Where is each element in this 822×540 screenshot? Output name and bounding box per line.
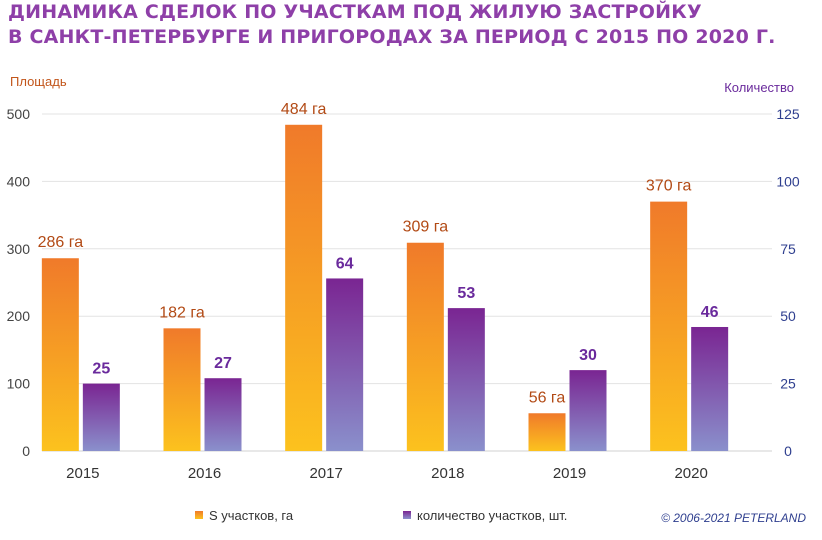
legend-label-count: количество участков, шт. — [417, 508, 567, 523]
legend-swatch-area — [195, 511, 203, 519]
axes: 0 100 200 300 400 500 0 25 50 75 100 125 Площадь Коли… — [7, 74, 800, 482]
left-axis-tick-label: 300 — [7, 241, 31, 257]
data-label-count-2019: 30 — [579, 347, 597, 364]
x-axis-tick-label: 2017 — [309, 465, 342, 482]
data-label-area-2015: 286 га — [38, 234, 84, 251]
data-label-count-2020: 46 — [701, 304, 719, 321]
data-label-count-2017: 64 — [336, 255, 354, 272]
data-label-area-2016: 182 га — [159, 304, 205, 321]
data-label-area-2020: 370 га — [646, 178, 692, 195]
data-label-count-2018: 53 — [457, 285, 475, 302]
bar-count-2016 — [204, 378, 242, 451]
data-label-area-2018: 309 га — [403, 219, 449, 236]
right-axis-tick-label: 0 — [784, 443, 792, 459]
bars — [41, 124, 729, 451]
chart-title-line-1: ДИНАМИКА СДЕЛОК ПО УЧАСТКАМ ПОД ЖИЛУЮ ЗА… — [8, 1, 702, 23]
legend: S участков, га количество участков, шт. — [195, 508, 567, 523]
x-axis-tick-label: 2020 — [674, 465, 707, 482]
bar-area-2019 — [528, 413, 566, 451]
x-axis-tick-label: 2015 — [66, 465, 99, 482]
data-label-count-2015: 25 — [92, 361, 110, 378]
right-axis-tick-label: 125 — [776, 106, 800, 122]
right-axis-tick-label: 50 — [780, 308, 796, 324]
right-axis-tick-label: 75 — [780, 241, 796, 257]
data-label-area-2019: 56 га — [529, 389, 566, 406]
data-label-count-2016: 27 — [214, 355, 232, 372]
right-axis-tick-label: 25 — [780, 376, 796, 392]
left-axis-tick-label: 100 — [7, 376, 31, 392]
copyright-text: © 2006-2021 PETERLAND — [661, 511, 806, 525]
left-axis-title: Площадь — [10, 74, 67, 89]
data-label-area-2017: 484 га — [281, 101, 327, 118]
left-axis-tick-label: 0 — [22, 443, 30, 459]
x-axis-tick-label: 2018 — [431, 465, 464, 482]
legend-label-area: S участков, га — [209, 508, 294, 523]
bar-area-2016 — [163, 328, 201, 451]
bar-count-2020 — [691, 326, 729, 451]
chart-title: ДИНАМИКА СДЕЛОК ПО УЧАСТКАМ ПОД ЖИЛУЮ ЗА… — [8, 0, 776, 50]
bar-count-2017 — [326, 278, 364, 451]
bar-area-2015 — [41, 258, 79, 451]
left-axis-tick-label: 500 — [7, 106, 31, 122]
bar-area-2017 — [285, 124, 323, 451]
right-axis-tick-label: 100 — [776, 173, 800, 189]
left-axis-tick-label: 200 — [7, 308, 31, 324]
left-axis-tick-label: 400 — [7, 173, 31, 189]
data-labels: 286 га 25 182 га 27 484 га 64 309 га 53 56 га 30 3… — [38, 101, 719, 406]
x-axis-tick-label: 2019 — [553, 465, 586, 482]
bar-count-2019 — [569, 370, 607, 451]
chart-title-line-2: В САНКТ-ПЕТЕРБУРГЕ И ПРИГОРОДАХ ЗА ПЕРИО… — [8, 26, 776, 48]
bar-area-2018 — [406, 242, 444, 451]
x-axis-tick-label: 2016 — [188, 465, 221, 482]
bar-count-2018 — [447, 308, 485, 451]
legend-swatch-count — [403, 511, 411, 519]
bar-area-2020 — [650, 201, 688, 451]
bar-count-2015 — [82, 383, 120, 451]
right-axis-title: Количество — [724, 80, 794, 95]
